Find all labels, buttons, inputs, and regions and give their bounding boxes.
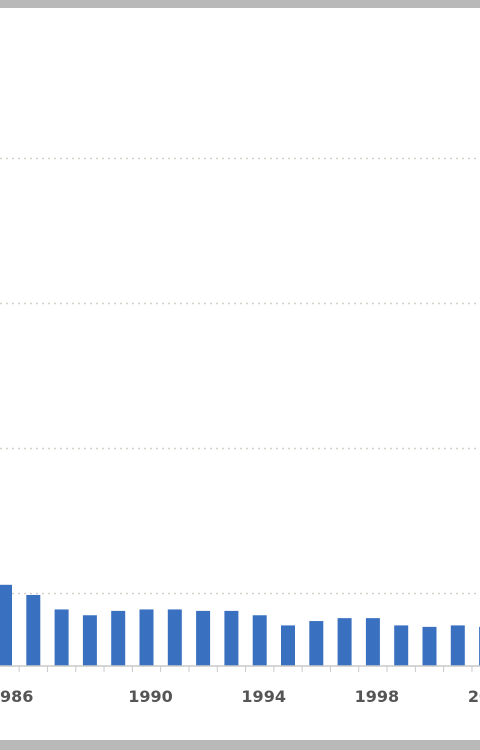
bar-chart: 986 1990 1994 1998 2002: [0, 157, 480, 706]
bar-1989: [111, 610, 126, 666]
x-tick-label-1994: 1994: [241, 687, 286, 706]
bar-1998: [365, 618, 380, 666]
bar-1999: [394, 625, 409, 666]
bar-1987: [54, 609, 69, 666]
bar-2000: [422, 626, 437, 666]
x-tick-label-1990: 1990: [128, 687, 173, 706]
gridlines: [0, 157, 480, 595]
bar-2001: [450, 625, 465, 666]
bar-1991: [167, 609, 182, 666]
bar-1990: [139, 609, 154, 666]
bar-1993: [224, 610, 239, 666]
bar-1988: [82, 615, 97, 666]
bar-1995: [281, 625, 295, 666]
bar-1994: [252, 615, 267, 666]
bar-1985: [0, 584, 12, 666]
x-axis-ticks: [18, 666, 473, 672]
bars: [0, 584, 480, 666]
bar-1996: [309, 621, 324, 666]
x-tick-label-1986: 986: [0, 687, 33, 706]
bar-1992: [196, 610, 211, 666]
bar-1986: [26, 594, 41, 666]
x-tick-label-1998: 1998: [355, 687, 400, 706]
x-tick-label-2002: 2002: [468, 687, 480, 706]
x-tick-labels: 986 1990 1994 1998 2002: [0, 687, 480, 706]
chart-panel: 986 1990 1994 1998 2002: [0, 8, 480, 740]
bar-1997: [337, 618, 352, 666]
